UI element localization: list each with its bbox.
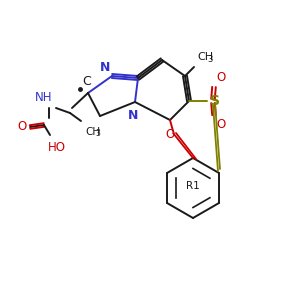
Text: HO: HO [48, 141, 66, 154]
Text: CH: CH [85, 127, 100, 137]
Text: O: O [216, 71, 225, 84]
Text: O: O [216, 118, 225, 131]
Text: 3: 3 [207, 55, 212, 64]
Text: O: O [165, 128, 175, 142]
Text: C: C [82, 75, 91, 88]
Text: 3: 3 [95, 129, 100, 138]
Text: CH: CH [197, 52, 213, 62]
Text: R1: R1 [186, 181, 200, 191]
Text: N: N [128, 109, 138, 122]
Text: NH: NH [34, 91, 52, 104]
Text: O: O [18, 121, 27, 134]
Text: N: N [100, 61, 110, 74]
Text: S: S [210, 94, 220, 108]
